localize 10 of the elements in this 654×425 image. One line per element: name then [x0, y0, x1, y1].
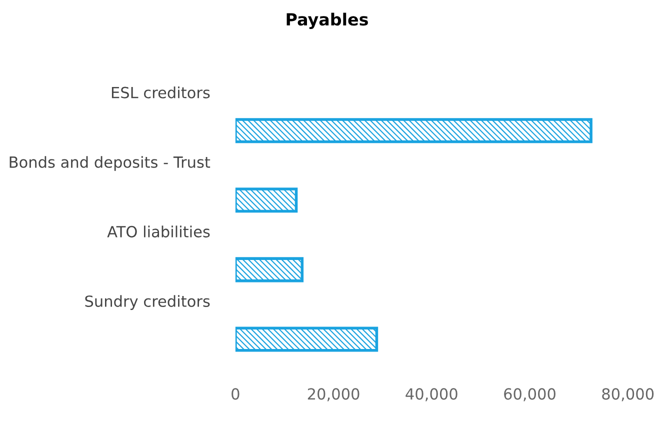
x-tick-label: 60,000: [504, 388, 556, 402]
y-tick-label: Bonds and deposits - Trust: [10, 156, 210, 171]
y-tick-label: Sundry creditors: [85, 295, 210, 310]
y-tick-label: ATO liabilities: [107, 226, 210, 238]
x-tick-label: 40,000: [406, 388, 458, 402]
x-tick-label: 0: [232, 388, 240, 400]
chart-title: Payables: [286, 12, 368, 30]
x-tick-label: 20,000: [308, 388, 360, 402]
x-tick-label: 80,000: [602, 388, 654, 402]
y-tick-label: ESL creditors: [112, 86, 210, 98]
